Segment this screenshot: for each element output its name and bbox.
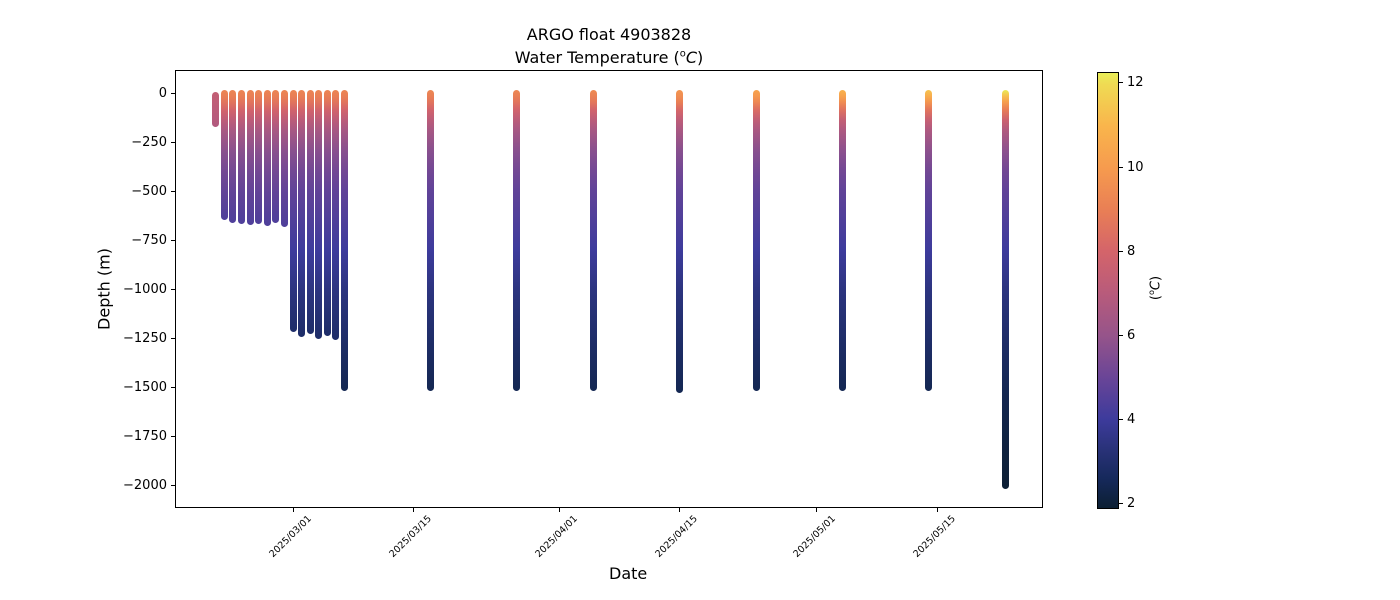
y-tick-label: −1500 [123, 379, 167, 395]
y-tick-label: −1000 [123, 281, 167, 297]
colorbar-tick-label: 4 [1127, 412, 1136, 428]
y-tick-mark [171, 288, 175, 290]
y-tick-label: −1750 [123, 428, 167, 444]
y-tick-mark [171, 239, 175, 241]
chart-subtitle: Water Temperature (oC) [514, 48, 704, 67]
y-tick-mark [171, 484, 175, 486]
colorbar-gradient [1097, 72, 1119, 509]
plot-area [175, 70, 1043, 508]
colorbar-tick-mark [1119, 82, 1123, 84]
y-tick-mark [171, 435, 175, 437]
colorbar-tick-label: 6 [1127, 328, 1136, 344]
colorbar-tick-label: 12 [1127, 75, 1144, 91]
y-tick-label: −2000 [123, 477, 167, 493]
x-tick-mark [412, 508, 414, 512]
x-tick-mark [292, 508, 294, 512]
colorbar-tick-label: 8 [1127, 243, 1136, 259]
y-tick-mark [171, 337, 175, 339]
y-tick-label: −1250 [123, 330, 167, 346]
y-tick-mark [171, 386, 175, 388]
x-tick-mark [936, 508, 938, 512]
colorbar-tick-mark [1119, 335, 1123, 337]
x-tick-mark [678, 508, 680, 512]
colorbar-tick-label: 2 [1127, 496, 1136, 512]
degree-symbol: o [679, 48, 686, 60]
y-tick-label: −750 [131, 232, 167, 248]
chart-title-block: ARGO float 4903828 Water Temperature (oC… [175, 23, 1043, 69]
colorbar-tick-mark [1119, 503, 1123, 505]
y-tick-label: −500 [131, 183, 167, 199]
colorbar-tick-label: 10 [1127, 159, 1144, 175]
chart-title: ARGO float 4903828 [526, 25, 692, 44]
colorbar-tick-mark [1119, 166, 1123, 168]
y-tick-label: 0 [158, 85, 167, 101]
colorbar-tick-mark [1119, 419, 1123, 421]
y-tick-mark [171, 190, 175, 192]
y-tick-mark [171, 141, 175, 143]
colorbar-tick-mark [1119, 250, 1123, 252]
y-tick-label: −250 [131, 134, 167, 150]
degree-symbol: o [1147, 290, 1157, 296]
colorbar-label: (oC) [1147, 275, 1164, 301]
x-tick-mark [558, 508, 560, 512]
y-tick-mark [171, 92, 175, 94]
x-tick-mark [816, 508, 818, 512]
